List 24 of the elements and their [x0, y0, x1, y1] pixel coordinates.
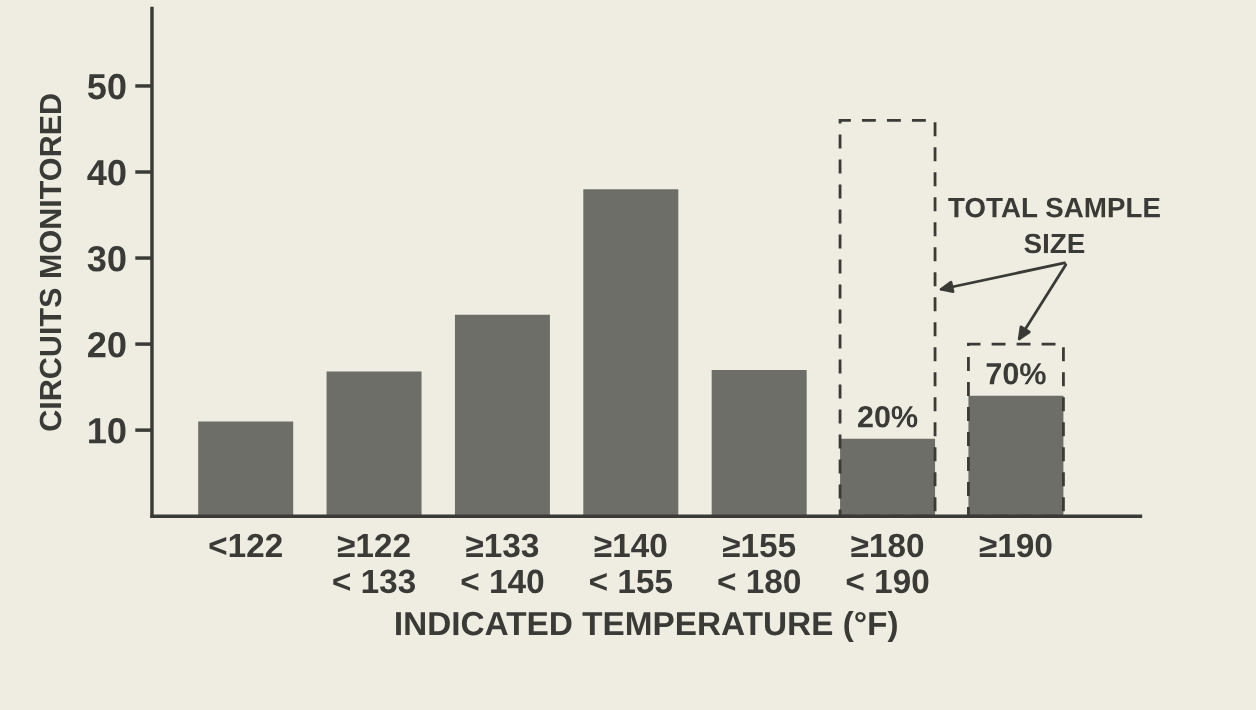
y-tick-label: 40	[87, 159, 126, 186]
bar	[711, 369, 807, 517]
annotation: 70%	[986, 362, 1046, 385]
annotation: TOTAL SAMPLE SIZE	[948, 197, 1160, 254]
x-tick-label: ≥133 < 140	[461, 533, 544, 594]
bar	[840, 438, 936, 517]
bar	[583, 189, 679, 517]
x-tick-label: ≥190	[979, 533, 1052, 558]
x-tick-label: ≥180 < 190	[846, 533, 929, 594]
bar	[326, 371, 422, 517]
x-tick-label: ≥140 < 155	[590, 533, 673, 594]
y-axis-title: CIRCUITS MONITORED	[39, 94, 62, 431]
x-tick-label: <122	[209, 533, 282, 557]
y-tick-label: 30	[87, 245, 126, 272]
bar	[454, 314, 550, 517]
annotation: 20%	[858, 405, 918, 428]
y-tick-label: 10	[89, 418, 126, 444]
bar	[968, 395, 1064, 517]
x-axis-title: INDICATED TEMPERATURE (°F)	[396, 610, 897, 642]
y-tick-label: 50	[87, 73, 126, 100]
x-tick-label: ≥122 < 133	[333, 533, 416, 594]
y-tick-label: 20	[88, 331, 126, 358]
x-tick-label: ≥155 < 180	[718, 534, 800, 594]
bar	[198, 421, 294, 517]
